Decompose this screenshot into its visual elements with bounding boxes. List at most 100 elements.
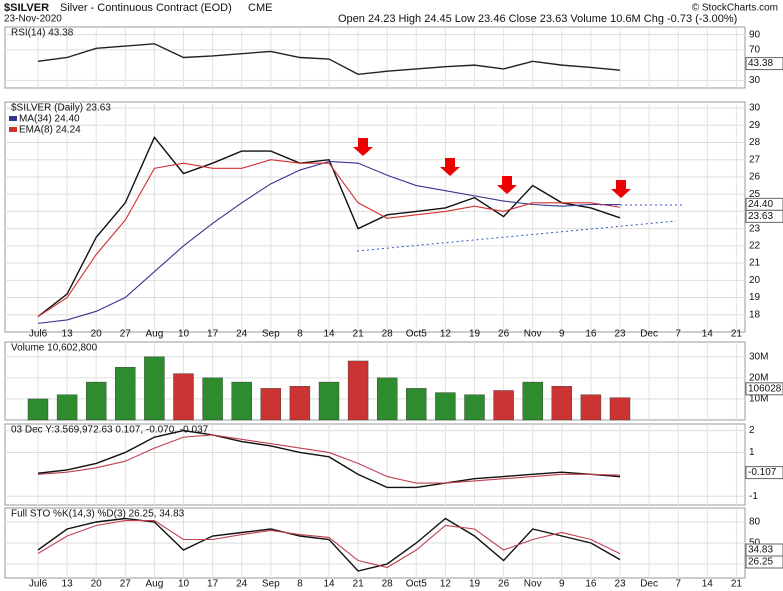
y-tick-label: 2 <box>749 425 755 436</box>
x-tick-label: 13 <box>62 579 74 590</box>
x-tick-label: 21 <box>353 329 365 340</box>
y-tick-label: 19 <box>749 292 761 303</box>
exchange: CME <box>248 2 272 14</box>
instrument-name: Silver - Continuous Contract (EOD) <box>60 2 232 14</box>
x-tick-label: 14 <box>702 579 714 590</box>
volume-bar <box>144 356 165 421</box>
panel-frame <box>4 26 746 89</box>
panel-title: Volume 10,602,800 <box>11 343 98 354</box>
volume-bar <box>318 381 340 421</box>
value-tag-label: 23.63 <box>748 211 773 222</box>
x-tick-label: 12 <box>440 579 452 590</box>
credit: © StockCharts.com <box>692 3 778 14</box>
y-tick-label: 50 <box>749 538 761 549</box>
panel-title: $SILVER (Daily) 23.63 <box>11 103 111 114</box>
volume-bar <box>406 388 427 421</box>
value-tag <box>745 209 783 223</box>
x-tick-label: 21 <box>353 579 365 590</box>
y-tick-label: 20M <box>749 372 768 383</box>
value-tag <box>745 382 783 396</box>
x-tick-label: 16 <box>585 579 597 590</box>
volume-bar <box>377 377 398 421</box>
x-tick-label: 7 <box>675 329 681 340</box>
value-tag <box>745 57 783 71</box>
x-tick-label: Oct5 <box>406 329 428 340</box>
panel-title: Full STO %K(14,3) %D(3) 26.25, 34.83 <box>11 509 185 520</box>
x-tick-label: 10 <box>178 579 190 590</box>
y-tick-label: 28 <box>749 137 761 148</box>
volume-bar <box>260 388 281 421</box>
series-line <box>37 159 621 317</box>
x-tick-label: Aug <box>146 329 164 340</box>
x-tick-label: 26 <box>498 329 510 340</box>
trendlines <box>356 204 682 252</box>
x-tick-label: 21 <box>731 329 743 340</box>
y-tick-label: 25 <box>749 189 761 200</box>
y-tick-label: 27 <box>749 154 761 165</box>
volume-bar <box>202 377 223 421</box>
x-tick-label: Dec <box>640 579 658 590</box>
x-tick-label: 28 <box>382 579 394 590</box>
y-tick-label: 30 <box>749 75 761 86</box>
x-tick-label: 24 <box>236 579 248 590</box>
panel-title: 03 Dec Y:3.569,972.63 0.107, -0.070, -0.… <box>11 425 209 436</box>
x-tick-label: 20 <box>91 329 103 340</box>
panel-frame <box>4 423 746 506</box>
x-tick-label: Jul6 <box>29 329 48 340</box>
x-tick-label: Jul6 <box>29 579 48 590</box>
x-tick-label: Nov <box>524 329 542 340</box>
x-tick-label: 28 <box>382 329 394 340</box>
volume-bar <box>289 386 311 421</box>
x-tick-label: 19 <box>469 579 481 590</box>
x-tick-label: 17 <box>207 579 219 590</box>
volume-bar <box>493 390 514 421</box>
y-tick-label: 30M <box>749 351 768 362</box>
volume-bar <box>115 367 136 421</box>
x-tick-label: 16 <box>585 329 597 340</box>
value-tag-label: 26.25 <box>748 557 773 568</box>
y-tick-label: 1 <box>749 447 755 458</box>
series-line <box>37 520 621 569</box>
panel-frame <box>4 341 746 421</box>
x-tick-label: 14 <box>323 329 335 340</box>
x-tick-label: 27 <box>120 579 132 590</box>
legend-entry: EMA(8) 24.24 <box>19 125 81 136</box>
value-tag-label: 43.38 <box>748 58 773 69</box>
y-tick-label: 90 <box>749 29 761 40</box>
volume-bar <box>347 360 369 421</box>
x-tick-label: Oct5 <box>406 579 428 590</box>
legend-swatch <box>9 116 17 121</box>
x-tick-label: 27 <box>120 329 132 340</box>
series-line <box>37 517 621 572</box>
x-tick-label: 14 <box>323 579 335 590</box>
volume-bar <box>173 373 194 421</box>
volume-bar <box>27 398 49 421</box>
x-tick-label: 13 <box>62 329 74 340</box>
volume-bar <box>231 381 252 421</box>
arrows <box>353 138 631 198</box>
series-line <box>37 135 621 318</box>
x-tick-label: 12 <box>440 329 452 340</box>
value-tag-label: 106028 <box>748 383 782 394</box>
x-tick-label: 24 <box>236 329 248 340</box>
y-tick-label: 70 <box>749 45 761 56</box>
value-tag <box>745 466 783 480</box>
x-tick-label: Nov <box>524 579 542 590</box>
x-tick-label: Dec <box>640 329 658 340</box>
volume-bar <box>522 381 543 421</box>
x-tick-label: 8 <box>297 579 303 590</box>
series-line <box>37 429 621 489</box>
symbol: $SILVER <box>4 2 49 14</box>
series-line <box>37 160 620 324</box>
y-tick-label: 21 <box>749 258 761 269</box>
date: 23-Nov-2020 <box>4 14 62 25</box>
legend-entry: MA(34) 24.40 <box>19 114 80 125</box>
volume-bar <box>435 392 456 421</box>
x-tick-label: 10 <box>178 329 190 340</box>
volume-bar <box>551 386 572 421</box>
y-tick-label: 30 <box>749 103 761 114</box>
x-tick-label: 14 <box>702 329 714 340</box>
volume-bar <box>609 397 631 421</box>
